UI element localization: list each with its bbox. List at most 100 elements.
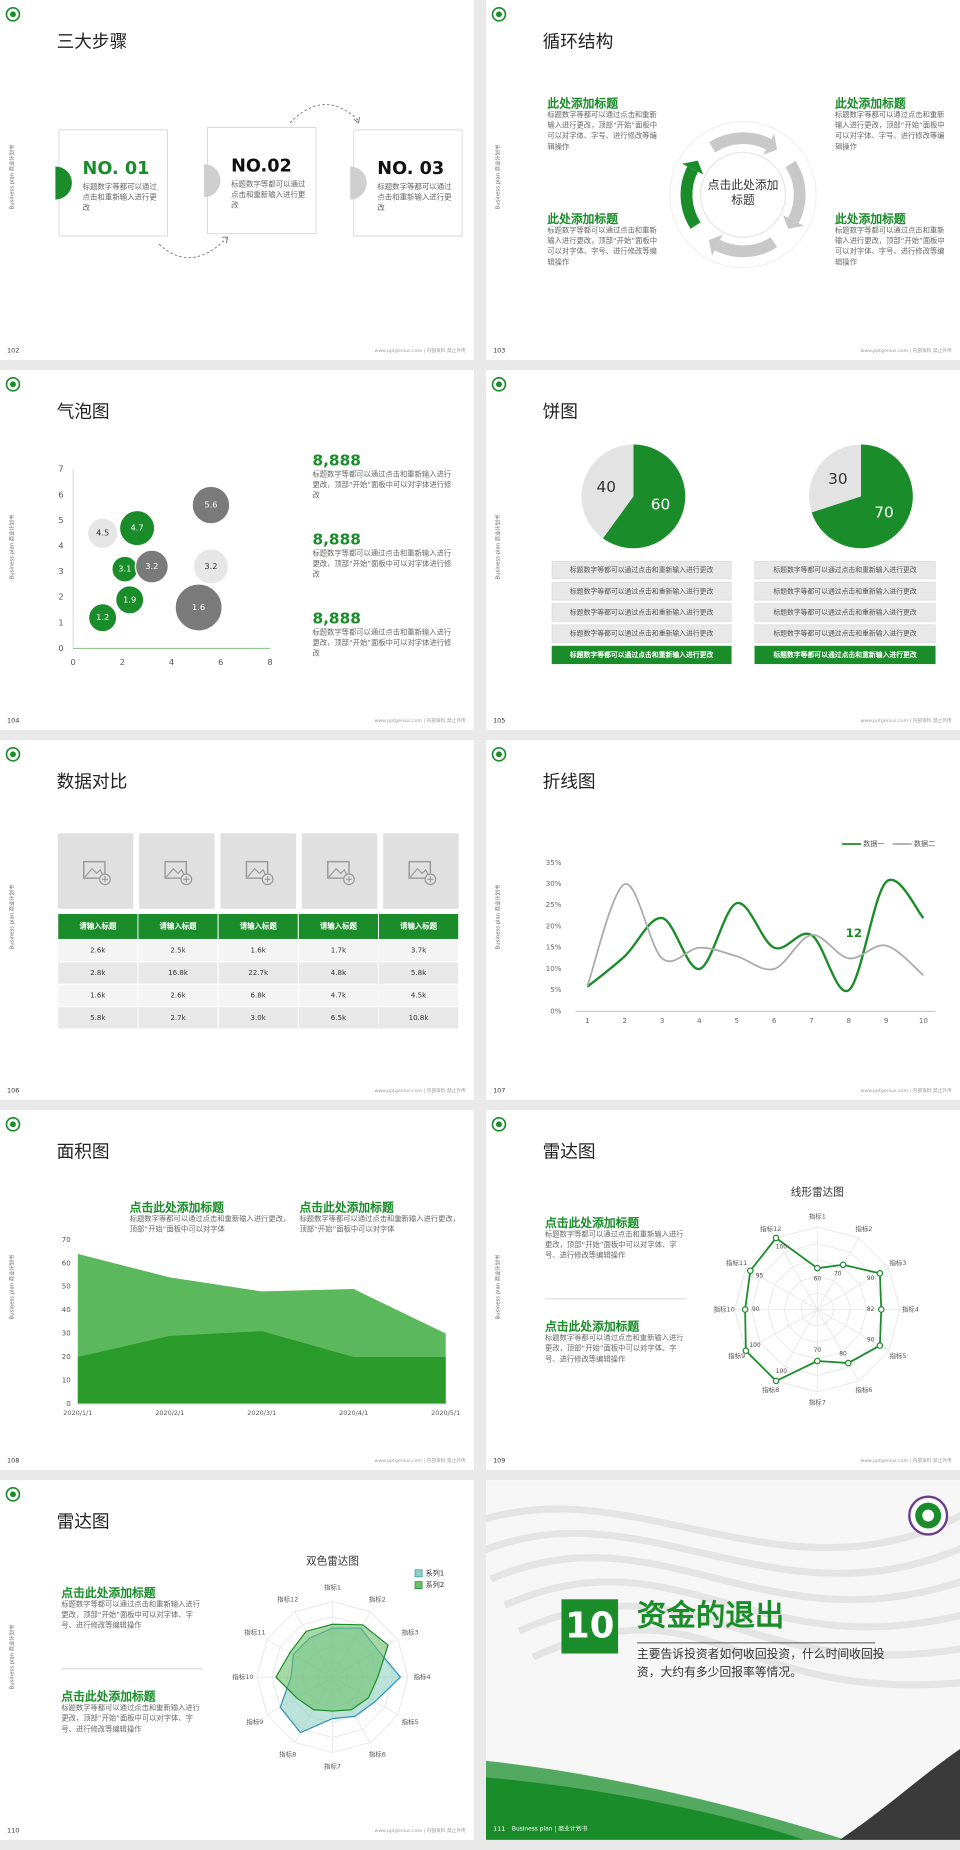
- item-text-box: 标题数字等都可以通过点击和重新输入进行更改，顶部“开始”面板中可以对字体、字号、…: [547, 111, 657, 151]
- list-text: 标题数字等都可以通过点击和重新输入进行更改: [772, 650, 917, 659]
- item-text: 标题数字等都可以通过点击和重新输入进行更改，顶部“开始”面板中可以对字体、字号、…: [835, 111, 945, 152]
- table-cell-text: 1.7k: [331, 946, 347, 955]
- swoosh: [461, 1505, 960, 1552]
- block-text: 标题数字等都可以通过点击和重新输入进行更改，顶部“开始”面板中可以对字体、字号、…: [544, 1230, 684, 1260]
- table-cell-text: 1.6k: [251, 946, 267, 955]
- image-placeholder: [383, 833, 459, 909]
- cycle-arrowhead: [782, 215, 804, 229]
- cycle-arrowhead: [708, 234, 723, 256]
- radar-axis-label: 指标4: [902, 1304, 919, 1313]
- list-item: [551, 603, 732, 622]
- list-text: 标题数字等都可以通过点击和重新输入进行更改: [773, 629, 917, 638]
- cycle-arc: [714, 237, 778, 258]
- section-text-box: 主要告诉投资者如何收回投资，什么时间收回投资，大约有多少回报率等情况。: [636, 1648, 885, 1679]
- side-label: Business plan 商业计划书: [7, 1624, 15, 1689]
- page-number: 107: [493, 1086, 505, 1094]
- line-series: [586, 883, 925, 987]
- block-heading: 点击此处添加标题: [299, 1201, 393, 1215]
- page-number: 108: [7, 1456, 19, 1464]
- side-label: Business plan 商业计划书: [7, 1254, 15, 1319]
- x-tick-label: 2020/5/1: [431, 1409, 460, 1417]
- annotation: 12: [846, 926, 862, 940]
- logo: [10, 1491, 16, 1498]
- image-icon: [408, 860, 432, 879]
- table-cell-text: 10.8k: [409, 1013, 430, 1022]
- list-text: 标题数字等都可以通过点击和重新输入进行更改: [570, 565, 714, 574]
- radar-spoke: [817, 1309, 859, 1382]
- radar-spoke: [745, 1309, 818, 1352]
- radar-axis-label: 指标10: [232, 1672, 253, 1681]
- table-cell-text: 6.5k: [331, 1013, 347, 1022]
- radar-point: [747, 1267, 754, 1275]
- bubble: [191, 485, 231, 525]
- table-cell-text: 2.5k: [170, 946, 186, 955]
- radar-point: [814, 1264, 821, 1272]
- y-tick-label: 10%: [546, 964, 562, 973]
- pie-slice: [602, 444, 686, 549]
- slide-canvas: 10 资金的退出主要告诉投资者如何收回投资，什么时间收回投资，大约有多少回报率等情…: [461, 1480, 960, 1840]
- cycle-center: 点击此处添加标题: [707, 179, 779, 208]
- x-tick-label: 2020/4/1: [339, 1409, 368, 1417]
- side-label: Business plan 商业计划书: [7, 884, 15, 949]
- page-number: 103: [493, 346, 505, 354]
- slide: Business plan 商业计划书 109 www.pptgenius.com …: [486, 1110, 960, 1470]
- bubble: [192, 548, 230, 585]
- list-text: 标题数字等都可以通过点击和重新输入进行更改: [773, 565, 917, 574]
- section-title: 资金的退出: [637, 1598, 784, 1632]
- note-text-box: 标题数字等都可以通过点击和重新输入进行更改，顶部“开始”面板中可以对字体进行修改: [312, 628, 451, 657]
- radar-axis-label: 指标2: [855, 1224, 872, 1233]
- table-cell-text: 4.5k: [411, 990, 427, 999]
- table-header-text: 请输入标题: [160, 920, 198, 930]
- footer: www.pptgenius.com | 内部资料 禁止外传: [374, 1087, 466, 1094]
- x-tick-label: 10: [919, 1016, 928, 1025]
- item-text: 标题数字等都可以通过点击和重新输入进行更改，顶部“开始”面板中可以对字体、字号、…: [547, 226, 658, 267]
- radar-spoke: [817, 1267, 889, 1310]
- table-header-cell: [57, 913, 139, 940]
- block-heading: 点击此处添加标题: [61, 1586, 155, 1600]
- bubble-label: 3.1: [118, 564, 131, 574]
- step-label: NO. 01: [83, 159, 150, 179]
- item-text-box: 标题数字等都可以通过点击和重新输入进行更改，顶部“开始”面板中可以对字体、字号、…: [835, 227, 945, 267]
- footer: www.pptgenius.com | 内部资料 禁止外传: [860, 347, 952, 354]
- block-text-box: 标题数字等都可以通过点击和重新输入进行更改，顶部“开始”面板中可以对字体、字号、…: [544, 1230, 684, 1260]
- step-marker: [350, 166, 367, 200]
- y-tick-label: 5: [58, 515, 63, 525]
- slide: Business plan 商业计划书 107 www.pptgenius.com …: [486, 740, 960, 1100]
- y-tick-label: 10: [62, 1375, 71, 1384]
- radar-value-label: 90: [867, 1276, 875, 1282]
- slide-canvas: Business plan 商业计划书 109 www.pptgenius.com …: [491, 1117, 952, 1464]
- block-heading: 点击此处添加标题: [61, 1690, 155, 1704]
- step-box: [58, 129, 168, 237]
- bubble: [86, 517, 119, 550]
- step-label: NO. 03: [377, 159, 444, 179]
- logo: [10, 381, 16, 388]
- step-marker: [55, 166, 72, 200]
- image-icon: [164, 860, 188, 879]
- note-text: 标题数字等都可以通过点击和重新输入进行更改，顶部“开始”面板中可以对字体进行修改: [312, 470, 452, 500]
- x-tick-label: 9: [884, 1016, 889, 1025]
- note-value: 8,888: [312, 451, 360, 469]
- cycle-arc: [785, 160, 806, 224]
- radar-value-label: 90: [752, 1307, 760, 1313]
- radar-axis-label: 指标7: [324, 1762, 341, 1771]
- section-text: 主要告诉投资者如何收回投资，什么时间收回投资，大约有多少回报率等情况。: [636, 1648, 885, 1679]
- y-tick-label: 40: [62, 1305, 71, 1314]
- image-icon: [264, 876, 271, 883]
- footer: www.pptgenius.com | 内部资料 禁止外传: [860, 1457, 952, 1464]
- radar-value-label: 70: [814, 1348, 822, 1354]
- block-text: 标题数字等都可以通过点击和重新输入进行更改，顶部“开始”面板中可以对字体: [299, 1215, 460, 1234]
- radar-spoke: [817, 1309, 889, 1352]
- step-box: [207, 127, 317, 235]
- slide: Business plan 商业计划书 108 www.pptgenius.com …: [0, 1110, 474, 1470]
- block-text-box: 标题数字等都可以通过点击和重新输入进行更改，顶部“开始”面板中可以对字体、字号、…: [61, 1600, 200, 1629]
- radar-axis-label: 指标5: [402, 1717, 419, 1726]
- list-text: 标题数字等都可以通过点击和重新输入进行更改: [570, 607, 714, 616]
- radar-axis-label: 指标12: [277, 1594, 298, 1603]
- image-icon: [427, 876, 434, 883]
- white-wave: [486, 1760, 846, 1840]
- x-tick-label: 2: [120, 657, 125, 667]
- radar-axis-label: 指标10: [714, 1304, 735, 1313]
- x-tick-label: 6: [772, 1016, 777, 1025]
- radar-spoke: [775, 1237, 818, 1310]
- green-wave: [486, 1760, 846, 1840]
